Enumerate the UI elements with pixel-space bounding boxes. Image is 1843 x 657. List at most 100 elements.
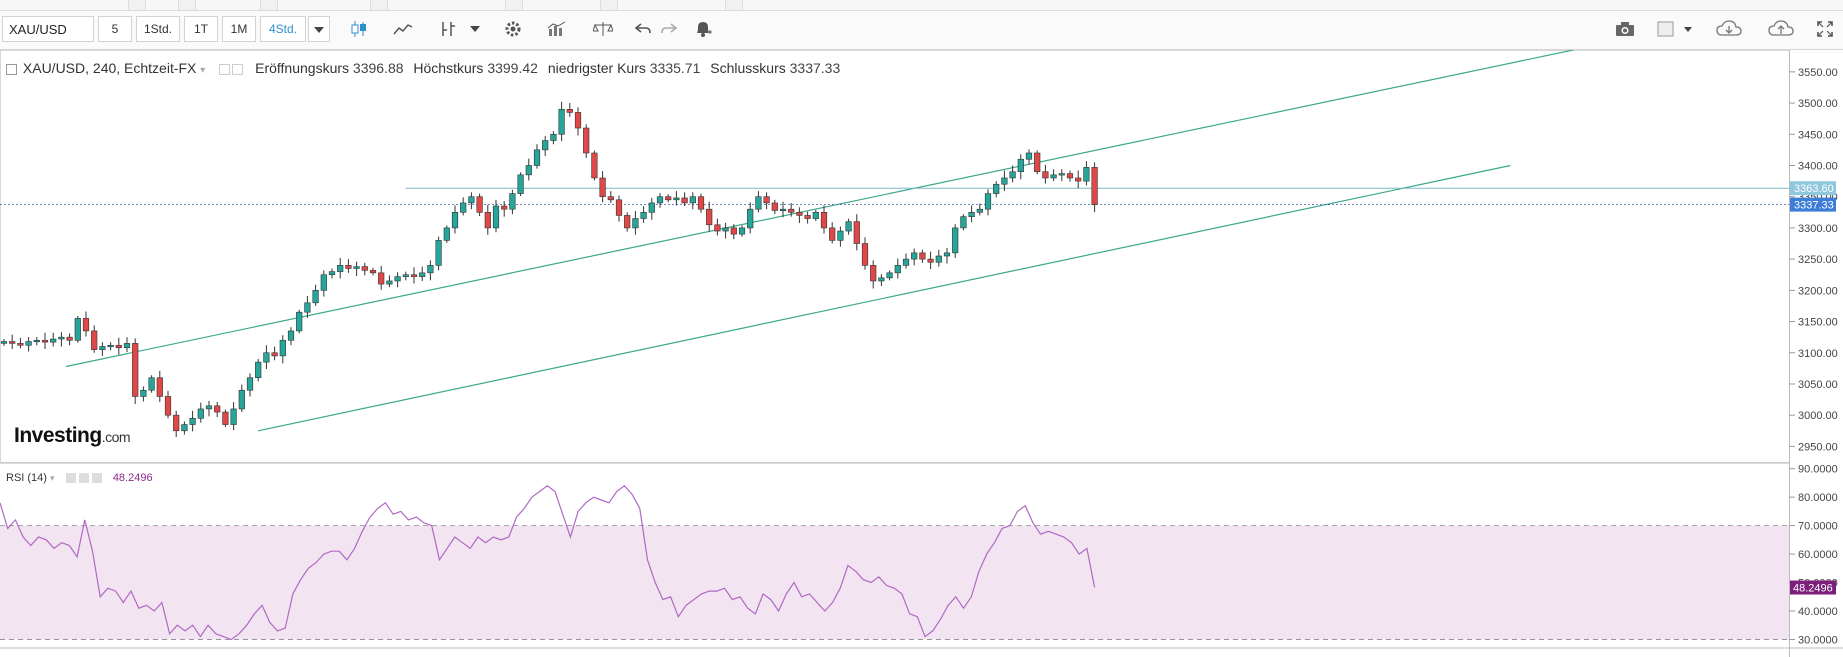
interval-dropdown-button[interactable] (308, 16, 330, 42)
rsi-axis-label: 80.0000 (1798, 492, 1838, 504)
gear-icon[interactable] (232, 63, 244, 75)
candle-body (312, 290, 319, 304)
candle-body (279, 339, 286, 357)
price-labels: 3363.60 3337.33 48.2496 (1790, 181, 1836, 595)
investing-logo: Investing.com (14, 424, 131, 447)
symbol-search-input[interactable]: XAU/USD (2, 16, 94, 42)
price-axis[interactable]: 3550.003500.003450.003400.003350.003300.… (1789, 67, 1838, 454)
candle-body (255, 361, 262, 379)
candle-body (624, 215, 631, 229)
candle-body (837, 230, 844, 241)
study-templates-icon[interactable] (540, 16, 574, 42)
channel-trendline (65, 50, 1574, 368)
price-axis-marker-label: 3363.60 (1794, 183, 1834, 195)
rsi-axis[interactable]: 90.000080.000070.000060.000050.000040.00… (1789, 464, 1838, 647)
eye-icon[interactable] (65, 473, 76, 484)
candle-body (468, 196, 475, 204)
low-value: 3335.71 (649, 60, 701, 76)
undo-icon[interactable] (626, 16, 660, 42)
collapse-toggle-icon[interactable] (6, 63, 17, 75)
candle-body (17, 343, 24, 346)
candle-body (197, 408, 204, 419)
gear-icon[interactable] (496, 16, 530, 42)
candle-body (501, 205, 508, 210)
market-tab[interactable] (128, 0, 146, 10)
chart-type-dropdown[interactable] (462, 16, 488, 42)
rsi-axis-label: 60.0000 (1798, 549, 1838, 561)
rsi-band-layer (0, 525, 1789, 640)
eye-icon[interactable] (219, 63, 231, 75)
close-icon[interactable] (91, 473, 102, 484)
candle-body (107, 344, 114, 348)
rsi-line (0, 484, 1096, 641)
interval-5-button[interactable]: 5 (98, 16, 132, 42)
interval-4h-button[interactable]: 4Std. (260, 16, 306, 42)
candle-body (337, 265, 344, 272)
candle-body (533, 149, 541, 166)
redo-icon[interactable] (652, 16, 686, 42)
price-chart[interactable]: 3550.003500.003450.003400.003350.003300.… (0, 50, 1843, 657)
interval-1h-button[interactable]: 1Std. (136, 16, 180, 42)
market-tab[interactable] (725, 0, 743, 10)
candle-body (1066, 173, 1074, 179)
candle-body (173, 414, 180, 432)
candle-body (747, 208, 754, 229)
rsi-axis-label: 90.0000 (1798, 464, 1838, 476)
candle-body (615, 199, 623, 216)
candle-body (607, 196, 614, 201)
rsi-title: RSI (14) (6, 472, 47, 484)
market-tab[interactable] (178, 0, 196, 10)
candle-body (410, 274, 418, 277)
candle-body (369, 270, 377, 274)
candle-body (287, 330, 295, 341)
gear-icon[interactable] (78, 473, 89, 484)
candle-body (722, 227, 729, 232)
indicators-icon[interactable] (386, 16, 420, 42)
candle-body (689, 196, 696, 204)
candle-body (656, 196, 664, 204)
candle-body (599, 177, 606, 197)
chevron-down-icon[interactable]: ▾ (200, 65, 206, 76)
candle-body (730, 227, 737, 235)
price-axis-label: 3250.00 (1798, 254, 1838, 266)
rsi-axis-label: 30.0000 (1798, 634, 1838, 646)
candle-body (205, 405, 213, 410)
candle-body (123, 343, 131, 349)
candle-body (738, 227, 746, 235)
close-value: 3337.33 (789, 60, 841, 76)
price-axis-label: 3300.00 (1798, 223, 1838, 235)
compare-icon[interactable] (432, 16, 466, 42)
candle-body (296, 311, 303, 332)
price-axis-label: 3550.00 (1798, 67, 1838, 79)
candle-body (870, 265, 877, 282)
layout-select-dropdown[interactable] (1652, 16, 1698, 42)
candle-body (140, 389, 147, 397)
cloud-upload-icon[interactable] (1764, 16, 1798, 42)
market-tab[interactable] (260, 0, 278, 10)
candle-body (460, 202, 467, 213)
candle-body (304, 302, 311, 313)
scale-compare-icon[interactable] (586, 16, 620, 42)
market-tab[interactable] (370, 0, 388, 10)
camera-icon[interactable] (1608, 16, 1642, 42)
chevron-down-icon[interactable]: ▾ (50, 473, 55, 483)
candle-body (378, 272, 385, 285)
alert-bell-icon[interactable] (686, 16, 720, 42)
market-tab[interactable] (505, 0, 523, 10)
candle-body (919, 252, 926, 260)
interval-1d-button[interactable]: 1T (184, 16, 218, 42)
candle-body (66, 336, 73, 341)
price-axis-label: 3100.00 (1798, 348, 1838, 360)
candle-body (132, 343, 139, 397)
market-tab[interactable] (600, 0, 618, 10)
candle-body (804, 215, 811, 219)
interval-1m-button[interactable]: 1M (222, 16, 256, 42)
price-pane (0, 50, 1790, 463)
candle-body (771, 202, 778, 211)
price-axis-label: 3200.00 (1798, 285, 1838, 297)
price-axis-label: 3150.00 (1798, 317, 1838, 329)
cloud-download-icon[interactable] (1712, 16, 1746, 42)
fullscreen-icon[interactable] (1810, 16, 1840, 42)
candle-body (943, 252, 951, 257)
candles-style-icon[interactable] (342, 16, 376, 42)
